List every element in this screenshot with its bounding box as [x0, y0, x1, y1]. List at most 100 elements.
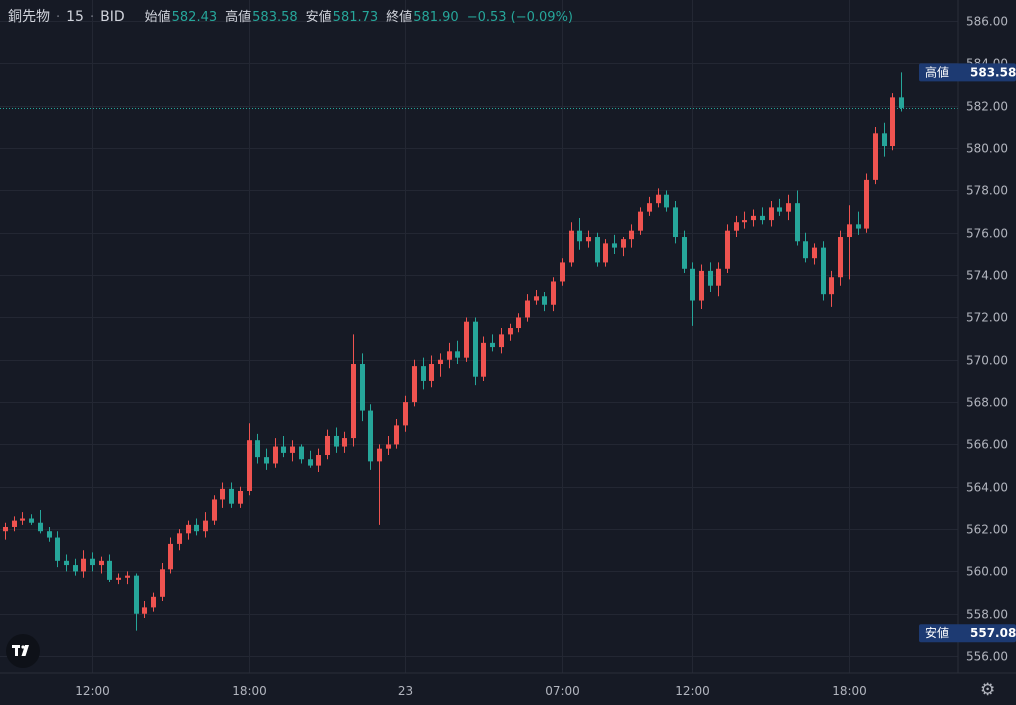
candle-body: [795, 203, 800, 242]
candle: [516, 313, 521, 333]
price-axis[interactable]: 556.00 558.00 560.00 562.00 564.00 566.00 568.…: [966, 15, 1008, 664]
candle: [603, 239, 608, 267]
candle-body: [394, 425, 399, 445]
candle-body: [264, 457, 269, 464]
candle-body: [586, 237, 591, 242]
time-tick-label: 12:00: [675, 684, 710, 698]
candle-body: [560, 262, 565, 282]
candle: [725, 224, 730, 274]
price-tick-label: 574.00: [966, 269, 1008, 283]
candle-body: [412, 366, 417, 403]
candle: [73, 558, 78, 576]
low-badge-value: 557.08: [970, 626, 1016, 640]
candle-body: [212, 499, 217, 521]
candle-body: [90, 558, 95, 566]
candle: [464, 317, 469, 362]
candle: [856, 211, 861, 235]
candle: [873, 126, 878, 185]
high-price-badge: 高値 583.58: [919, 63, 1016, 82]
candle-body: [273, 446, 278, 464]
candle: [351, 334, 356, 447]
candle-body: [99, 560, 104, 566]
candle: [47, 526, 52, 542]
candle: [821, 241, 826, 301]
candle-body: [542, 296, 547, 305]
candle-body: [142, 607, 147, 614]
candle: [12, 516, 17, 532]
candle-body: [438, 359, 443, 365]
candle-body: [368, 410, 373, 462]
candle-body: [490, 342, 495, 348]
candle: [638, 207, 643, 235]
candle-body: [203, 520, 208, 532]
candle-body: [20, 518, 25, 521]
candle-body: [455, 351, 460, 358]
candle-body: [12, 520, 17, 527]
candle-body: [647, 203, 652, 212]
symbol-name[interactable]: 銅先物: [8, 9, 50, 25]
candle-body: [638, 211, 643, 231]
price-tick-label: 562.00: [966, 523, 1008, 537]
candle-body: [603, 243, 608, 263]
candle: [742, 211, 747, 229]
candle: [812, 243, 817, 265]
candle-body: [220, 488, 225, 500]
candle-body: [621, 239, 626, 248]
high-label: 高値: [225, 10, 252, 25]
candle: [81, 550, 86, 578]
candle: [151, 592, 156, 612]
candle-body: [899, 97, 904, 108]
candle: [595, 232, 600, 267]
candle: [664, 190, 669, 212]
interval[interactable]: 15: [66, 9, 84, 25]
candle: [220, 482, 225, 508]
candle-body: [577, 230, 582, 242]
candle-body: [386, 444, 391, 449]
candle-body: [481, 342, 486, 377]
candle: [229, 482, 234, 508]
time-axis[interactable]: 12:00 18:00 23 07:00 12:00 18:00: [75, 684, 867, 698]
candle: [542, 292, 547, 312]
candle: [525, 294, 530, 322]
low-badge-label: 安値: [925, 625, 949, 640]
close-label: 終値: [386, 10, 413, 25]
gear-icon[interactable]: ⚙: [980, 680, 996, 700]
candle: [142, 601, 147, 618]
candle-body: [125, 575, 130, 578]
candle-body: [73, 565, 78, 572]
time-tick-label: 18:00: [832, 684, 867, 698]
candle-body: [769, 207, 774, 221]
candle: [281, 435, 286, 458]
candle: [290, 440, 295, 462]
candle: [20, 512, 25, 525]
candle-body: [377, 448, 382, 462]
low-value: 581.73: [332, 10, 379, 25]
candle-body: [3, 526, 8, 532]
candle: [690, 262, 695, 326]
candle-body: [38, 522, 43, 532]
candle: [629, 224, 634, 248]
candle-body: [473, 321, 478, 377]
candle: [308, 450, 313, 468]
candle-body: [534, 296, 539, 301]
candle: [107, 554, 112, 582]
candle: [795, 190, 800, 246]
candle-body: [551, 281, 556, 305]
candle: [647, 196, 652, 216]
candle: [682, 230, 687, 274]
tradingview-logo-icon[interactable]: [6, 634, 40, 668]
candle-body: [673, 207, 678, 238]
candle: [829, 270, 834, 307]
candle: [499, 328, 504, 354]
candle-body: [194, 524, 199, 532]
candle: [786, 194, 791, 221]
candle: [368, 404, 373, 470]
candle-body: [821, 247, 826, 295]
candle-body: [864, 179, 869, 229]
legend-separator: ·: [56, 10, 61, 25]
candle: [247, 423, 252, 496]
candle-body: [569, 230, 574, 263]
candle-body: [612, 243, 617, 248]
candle: [473, 317, 478, 386]
